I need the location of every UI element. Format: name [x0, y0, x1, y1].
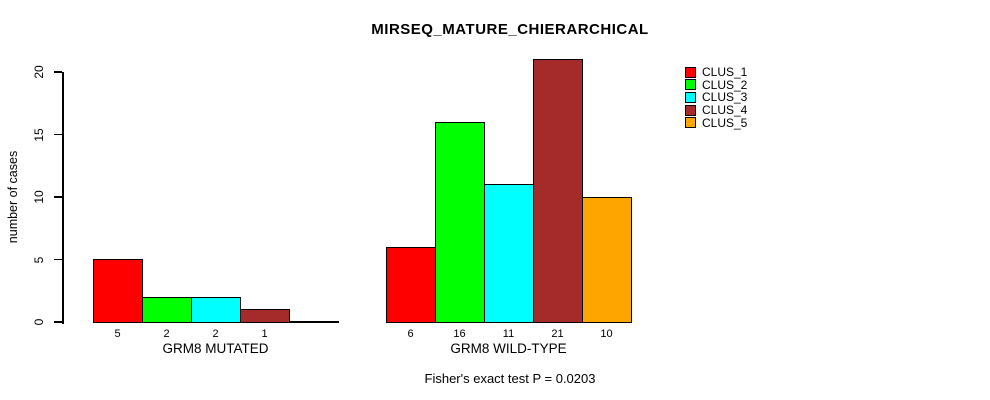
bar: [142, 297, 192, 323]
legend-label: CLUS_3: [702, 90, 748, 105]
y-axis-tick: [54, 258, 62, 261]
x-axis-group-label: GRM8 WILD-TYPE: [450, 341, 567, 356]
bar-value-label: 10: [600, 328, 613, 340]
bar: [240, 309, 290, 323]
legend-item: CLUS_2: [685, 79, 747, 92]
legend-swatch: [685, 66, 696, 78]
bar-value-label: 2: [212, 328, 219, 340]
legend-item: CLUS_1: [685, 66, 747, 79]
y-axis-tick: [54, 71, 62, 73]
bar: [582, 197, 632, 323]
bar: [386, 247, 436, 323]
bar: [93, 259, 143, 323]
y-axis-tick-label: 0: [32, 318, 46, 326]
legend-item: CLUS_4: [685, 104, 747, 117]
legend-swatch: [685, 79, 696, 91]
bar-value-label: 21: [551, 328, 564, 340]
bar-value-label: 16: [453, 328, 466, 340]
chart-title: MIRSEQ_MATURE_CHIERARCHICAL: [371, 21, 649, 38]
bar: [435, 122, 485, 323]
bar: [484, 184, 534, 323]
x-axis-group-label: GRM8 MUTATED: [162, 341, 269, 356]
bar: [533, 59, 583, 323]
legend: CLUS_1 CLUS_2 CLUS_3 CLUS_4 CLUS_5: [685, 66, 747, 129]
y-axis-tick: [54, 196, 62, 198]
y-axis-tick-label: 10: [32, 190, 46, 204]
footnote: Fisher's exact test P = 0.0203: [424, 371, 596, 386]
legend-swatch: [685, 91, 696, 103]
legend-label: CLUS_5: [702, 115, 748, 130]
legend-swatch: [685, 104, 696, 116]
y-axis-tick-label: 20: [32, 65, 46, 79]
y-axis-tick-label: 5: [32, 256, 46, 263]
y-axis-line: [62, 72, 64, 324]
legend-swatch: [685, 117, 696, 129]
y-axis-tick-label: 15: [32, 127, 46, 142]
legend-item: CLUS_5: [685, 116, 747, 129]
bar-value-label: 2: [163, 328, 170, 340]
y-axis-tick: [54, 321, 62, 323]
bar-value-label: 1: [261, 328, 268, 340]
legend-label: CLUS_4: [702, 103, 748, 118]
bar-value-label: 6: [407, 328, 414, 340]
legend-item: CLUS_3: [685, 91, 747, 104]
bar-value-label: 11: [502, 328, 515, 340]
legend-label: CLUS_1: [702, 65, 748, 80]
y-axis-tick: [54, 133, 62, 136]
bar-zero: [289, 321, 339, 323]
y-axis-title: number of cases: [6, 150, 20, 244]
legend-label: CLUS_2: [702, 77, 748, 92]
bar: [191, 297, 241, 323]
bar-value-label: 5: [114, 328, 121, 340]
